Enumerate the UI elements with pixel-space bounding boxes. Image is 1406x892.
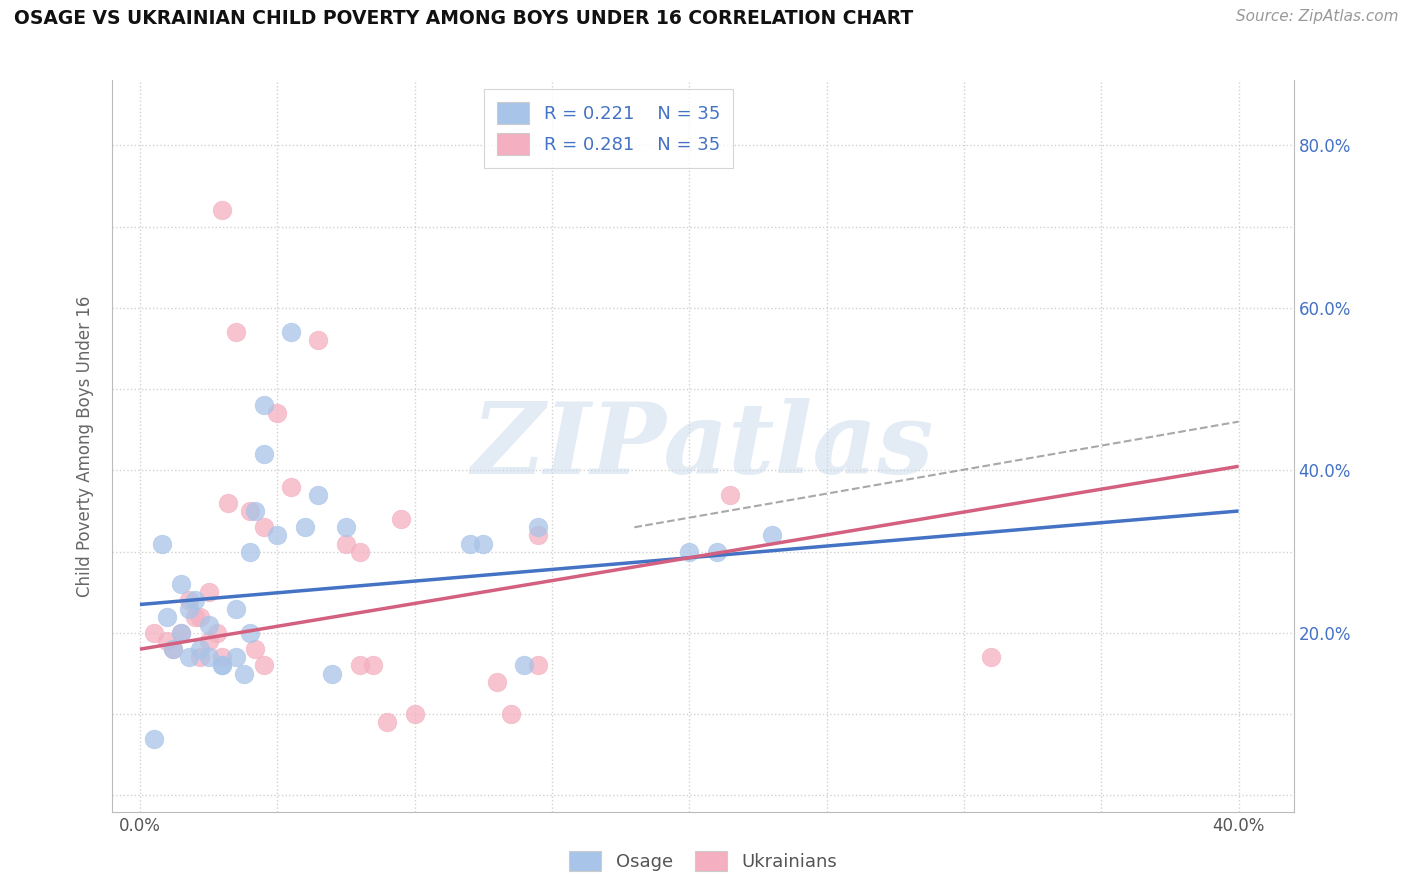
Point (321, 666, 343, 681)
Point (184, 593, 207, 607)
Point (458, 536, 481, 550)
Point (190, 609, 212, 624)
Point (980, 650, 1002, 665)
Point (252, 398, 274, 412)
Point (252, 520, 274, 534)
Point (335, 536, 357, 550)
Point (217, 496, 239, 510)
Point (363, 658, 385, 673)
Point (205, 626, 228, 640)
Point (266, 407, 288, 421)
Point (211, 650, 233, 665)
Point (266, 528, 288, 542)
Point (308, 488, 330, 502)
Point (225, 325, 247, 339)
Point (513, 658, 536, 673)
Point (211, 658, 233, 673)
Point (349, 544, 371, 558)
Point (349, 658, 371, 673)
Point (162, 642, 184, 657)
Point (294, 520, 316, 534)
Point (225, 601, 247, 615)
Point (389, 512, 412, 526)
Point (190, 642, 212, 657)
Point (335, 520, 357, 534)
Point (527, 520, 550, 534)
Text: OSAGE VS UKRAINIAN CHILD POVERTY AMONG BOYS UNDER 16 CORRELATION CHART: OSAGE VS UKRAINIAN CHILD POVERTY AMONG B… (14, 9, 914, 28)
Y-axis label: Child Poverty Among Boys Under 16: Child Poverty Among Boys Under 16 (76, 295, 94, 597)
Point (142, 626, 165, 640)
Point (720, 488, 742, 502)
Point (150, 536, 173, 550)
Point (197, 617, 219, 632)
Point (142, 731, 165, 746)
Point (197, 585, 219, 599)
Point (245, 504, 267, 518)
Point (211, 203, 233, 218)
Point (308, 334, 330, 348)
Point (184, 609, 207, 624)
Point (527, 658, 550, 673)
Point (179, 593, 201, 607)
Point (179, 650, 201, 665)
Point (162, 642, 184, 657)
Text: Source: ZipAtlas.com: Source: ZipAtlas.com (1236, 9, 1399, 24)
Point (170, 577, 193, 591)
Point (197, 634, 219, 648)
Point (472, 536, 495, 550)
Point (190, 650, 212, 665)
Point (527, 528, 550, 542)
Point (239, 544, 262, 558)
Point (170, 626, 193, 640)
Point (233, 666, 256, 681)
Legend: Osage, Ukrainians: Osage, Ukrainians (561, 844, 845, 879)
Text: ZIPatlas: ZIPatlas (472, 398, 934, 494)
Legend: R = 0.221    N = 35, R = 0.281    N = 35: R = 0.221 N = 35, R = 0.281 N = 35 (484, 89, 733, 168)
Point (280, 325, 302, 339)
Point (485, 674, 508, 689)
Point (404, 707, 426, 722)
Point (156, 634, 179, 648)
Point (239, 626, 262, 640)
Point (252, 658, 274, 673)
Point (280, 480, 302, 494)
Point (252, 447, 274, 461)
Point (197, 650, 219, 665)
Point (156, 609, 179, 624)
Point (239, 504, 262, 518)
Point (678, 544, 700, 558)
Point (245, 642, 267, 657)
Point (499, 707, 522, 722)
Point (211, 658, 233, 673)
Point (170, 626, 193, 640)
Point (225, 650, 247, 665)
Point (706, 544, 728, 558)
Point (761, 528, 783, 542)
Point (179, 601, 201, 615)
Point (375, 715, 398, 730)
